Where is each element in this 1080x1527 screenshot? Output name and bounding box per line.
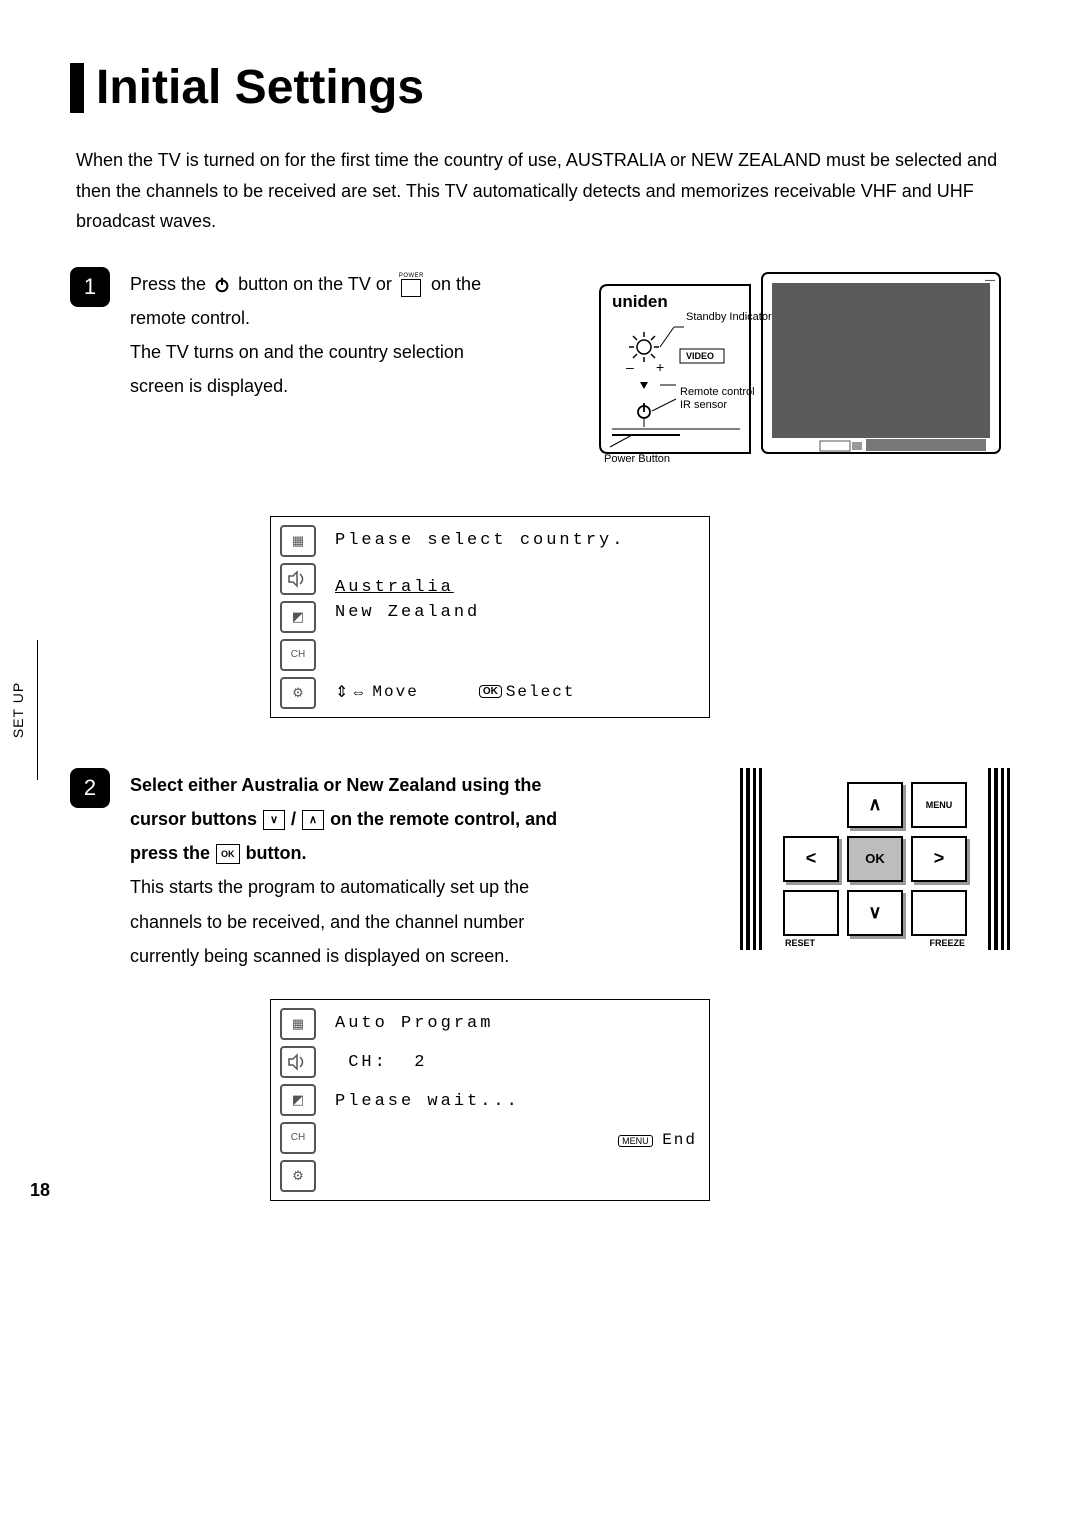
title-row: Initial Settings: [70, 60, 1010, 115]
step1-t4: The TV turns on and the country selectio…: [130, 342, 464, 396]
title-marker: [70, 63, 84, 113]
step-1-text: Press the button on the TV or POWER on t…: [130, 267, 510, 404]
keypad-down-button[interactable]: ∨: [847, 890, 903, 936]
keypad-right-button[interactable]: >: [911, 836, 967, 882]
keypad-reset-button[interactable]: RESET: [783, 890, 839, 936]
page-number: 18: [30, 1180, 50, 1201]
step-2-badge: 2: [70, 768, 110, 808]
osd2-content: Auto Program CH: 2 Please wait... MENU E…: [325, 1000, 709, 1200]
osd2-icon-sound: [280, 1046, 316, 1078]
keypad-up-button[interactable]: ∧: [847, 782, 903, 828]
step-1-badge: 1: [70, 267, 110, 307]
step1-t1: Press the: [130, 274, 211, 294]
slash: /: [291, 809, 296, 829]
remote-keypad-diagram: ∧ MENU < OK > RESET ∨ FREEZE: [740, 768, 1010, 950]
osd-title: Please select country.: [335, 531, 697, 550]
osd-content: Please select country. Australia New Zea…: [325, 517, 709, 717]
osd2-wait: Please wait...: [335, 1092, 697, 1111]
intro-paragraph: When the TV is turned on for the first t…: [76, 145, 1010, 237]
step2-t1: This starts the program to automatically…: [130, 877, 529, 965]
osd-select-hint: OKSelect: [479, 683, 576, 701]
osd-option-newzealand[interactable]: New Zealand: [335, 603, 697, 622]
osd-auto-program: ▦ ◩ CH ⚙ Auto Program CH: 2 Please wait.…: [270, 999, 710, 1201]
video-label: VIDEO: [686, 351, 714, 361]
step-2: 2 Select either Australia or New Zealand…: [70, 768, 1010, 973]
svg-text:+: +: [656, 359, 664, 375]
osd2-icon-misc1: ◩: [280, 1084, 316, 1116]
side-tab: SET UP: [0, 640, 38, 780]
osd2-icon-settings: ⚙: [280, 1160, 316, 1192]
brand-label: uniden: [612, 292, 668, 311]
cursor-up-key-icon: ∧: [302, 810, 324, 830]
side-tab-label: SET UP: [11, 682, 27, 738]
remote-power-button-icon: POWER: [399, 273, 424, 297]
step-2-text: Select either Australia or New Zealand u…: [130, 768, 570, 973]
page-title: Initial Settings: [96, 60, 424, 115]
osd2-icon-column: ▦ ◩ CH ⚙: [271, 1000, 325, 1200]
step1-t2: button on the TV or: [238, 274, 397, 294]
osd-country-select: ▦ ◩ CH ⚙ Please select country. Australi…: [270, 516, 710, 718]
step-1: 1 Press the button on the TV or POWER on…: [70, 267, 1010, 492]
power-icon: [213, 276, 231, 294]
keypad-left-button[interactable]: <: [783, 836, 839, 882]
osd-footer: ⇕⇔Move OKSelect: [335, 682, 697, 702]
osd-icon-misc1: ◩: [280, 601, 316, 633]
osd2-icon-grid: ▦: [280, 1008, 316, 1040]
standby-label: Standby Indicator: [686, 311, 772, 323]
ok-key-icon: OK: [216, 844, 240, 864]
osd-option-australia[interactable]: Australia: [335, 578, 697, 597]
keypad-freeze-button[interactable]: FREEZE: [911, 890, 967, 936]
power-button-label: Power Button: [604, 453, 670, 465]
step2-b3: button.: [246, 843, 307, 863]
tv-front-panel-diagram: uniden – +: [590, 267, 1010, 492]
keypad-ok-button[interactable]: OK: [847, 836, 903, 882]
remote-label: Remote control: [680, 386, 755, 398]
osd2-channel: CH: 2: [335, 1053, 697, 1072]
osd-icon-column: ▦ ◩ CH ⚙: [271, 517, 325, 717]
osd2-end-hint: MENU End: [335, 1131, 697, 1149]
osd-move-hint: ⇕⇔Move: [335, 682, 419, 702]
ir-label: IR sensor: [680, 399, 727, 411]
osd2-icon-ch: CH: [280, 1122, 316, 1154]
osd-icon-grid: ▦: [280, 525, 316, 557]
osd-icon-settings: ⚙: [280, 677, 316, 709]
osd2-title: Auto Program: [335, 1014, 697, 1033]
svg-text:—: —: [985, 275, 995, 286]
keypad-menu-button[interactable]: MENU: [911, 782, 967, 828]
cursor-down-key-icon: ∨: [263, 810, 285, 830]
osd-icon-ch: CH: [280, 639, 316, 671]
svg-text:–: –: [626, 359, 634, 375]
osd-icon-sound: [280, 563, 316, 595]
